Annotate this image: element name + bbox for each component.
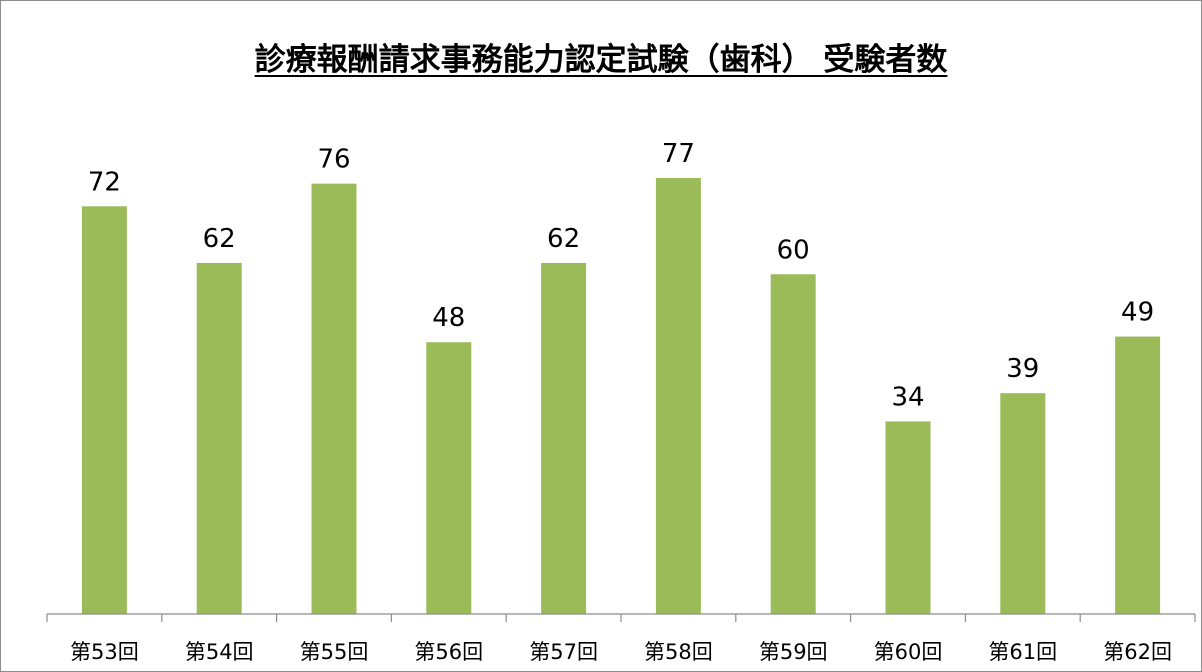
bars-group: [81, 178, 1161, 614]
x-tick-label: 第58回: [644, 640, 713, 664]
data-label: 62: [547, 224, 580, 254]
x-tick-label: 第53回: [70, 640, 139, 664]
x-tick-label: 第59回: [759, 640, 828, 664]
x-tick-label: 第60回: [874, 640, 943, 664]
x-axis: [46, 613, 1196, 622]
bar: [885, 421, 931, 614]
x-tick-label: 第61回: [988, 640, 1057, 664]
bar: [426, 342, 472, 614]
x-tick-labels-group: 第53回 第54回 第55回 第56回 第57回 第58回 第59回 第60回 第61回 第62回: [70, 640, 1172, 664]
data-label: 77: [662, 139, 695, 169]
bar: [1115, 336, 1161, 614]
bar: [655, 178, 701, 614]
x-tick-label: 第55回: [300, 640, 369, 664]
x-tick-label: 第62回: [1103, 640, 1172, 664]
data-label: 76: [317, 145, 350, 175]
data-label: 34: [891, 382, 924, 412]
data-label: 49: [1121, 298, 1154, 328]
data-label: 48: [432, 303, 465, 333]
chart-title: 診療報酬請求事務能力認定試験（歯科） 受験者数: [0, 34, 1202, 79]
bar: [196, 262, 242, 614]
data-label: 72: [88, 167, 121, 197]
data-labels-group: 72 62 76 48 62 77 60 34 39 49: [88, 139, 1154, 412]
chart-title-text: 診療報酬請求事務能力認定試験（歯科） 受験者数: [254, 42, 948, 78]
bar: [541, 262, 587, 614]
bar: [770, 274, 816, 614]
data-label: 60: [777, 235, 810, 265]
x-tick-label: 第57回: [529, 640, 598, 664]
bar: [311, 183, 357, 614]
bar: [1000, 393, 1046, 614]
data-label: 62: [203, 224, 236, 254]
data-label: 39: [1006, 354, 1039, 384]
bar: [81, 206, 127, 614]
x-tick-label: 第56回: [414, 640, 483, 664]
x-tick-label: 第54回: [185, 640, 254, 664]
